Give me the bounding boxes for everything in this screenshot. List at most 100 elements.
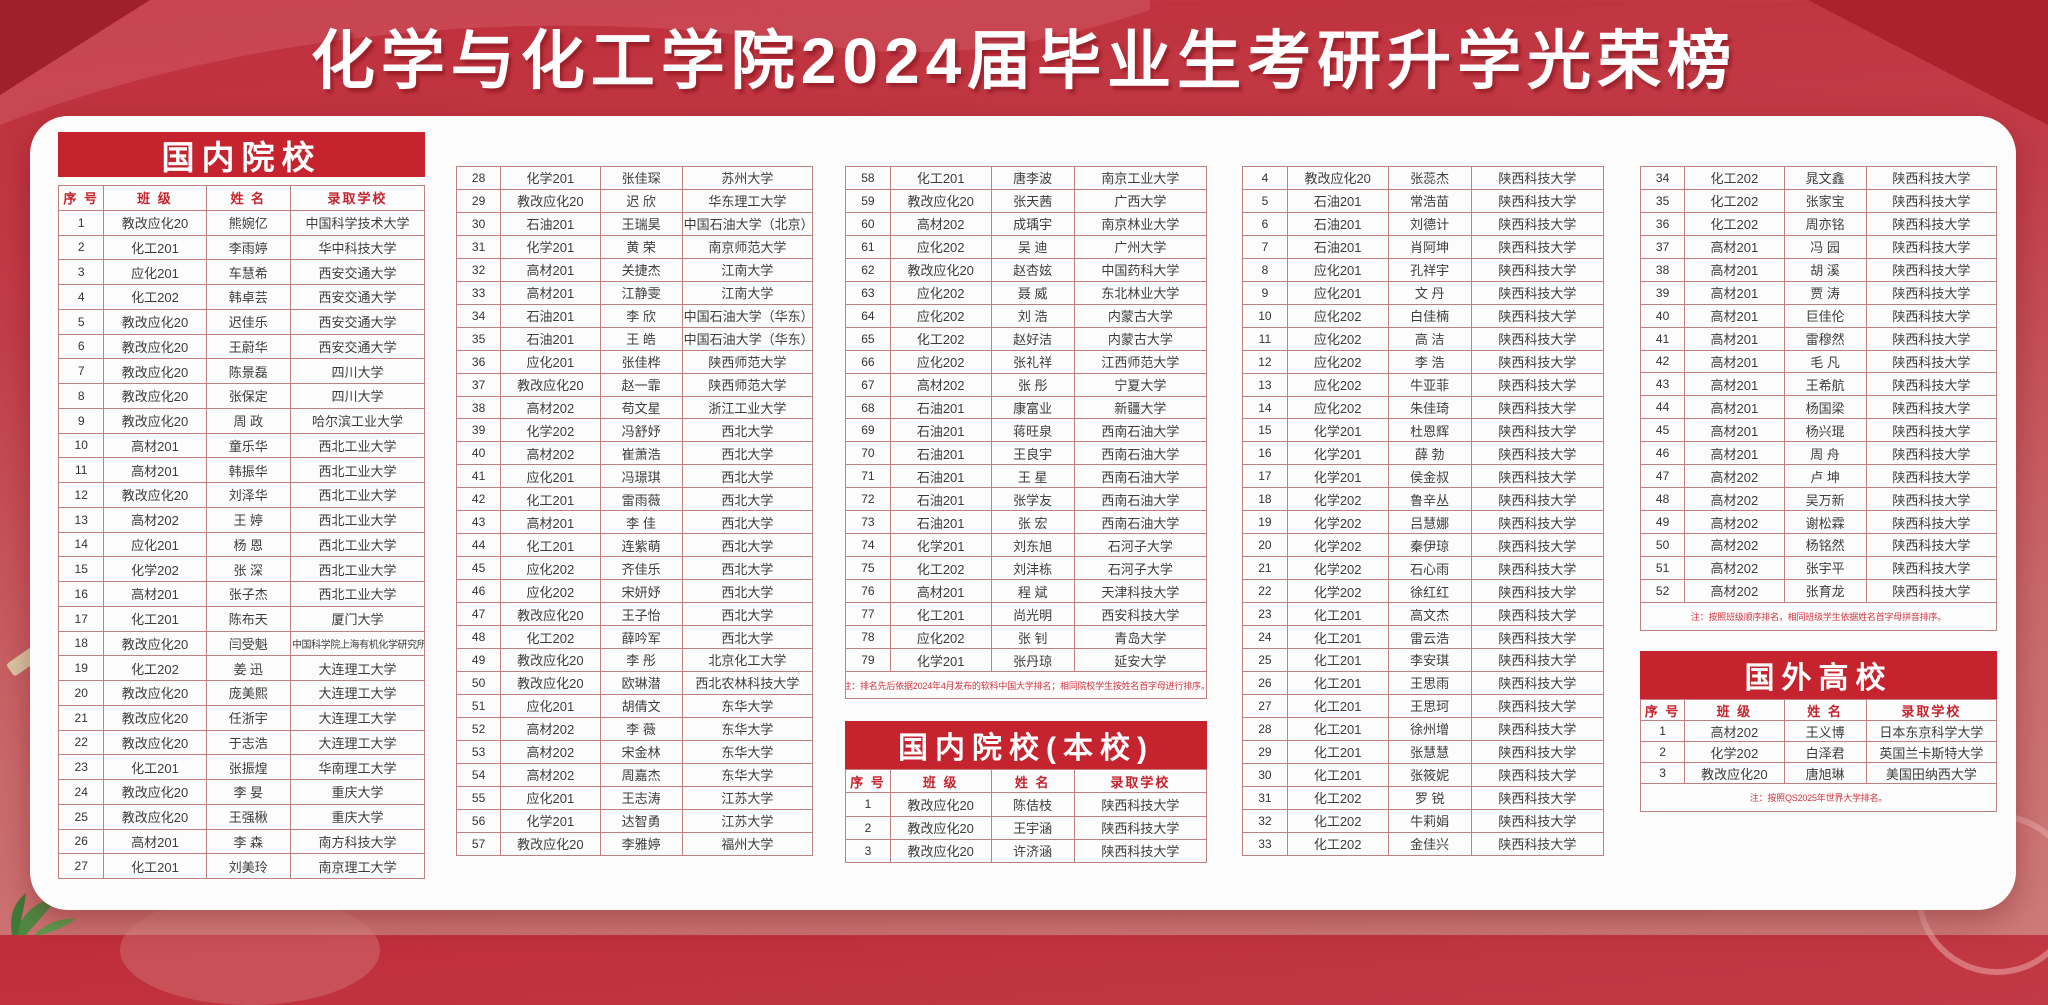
cell-no: 46	[1639, 441, 1686, 466]
cell-school: 陕西科技大学	[1865, 280, 1998, 305]
cell-name: 李 妟	[205, 779, 291, 805]
cell-no: 7	[1242, 234, 1288, 259]
cell-school: 江苏大学	[681, 785, 814, 810]
table-row: 31 化工202 罗 锐陕西科技大学	[1242, 785, 1605, 810]
column-header: 班 级	[889, 768, 992, 794]
table-row: 44 化工201 连紫萌 西北大学	[455, 533, 814, 558]
table-row: 3 应化201 车慧希 西安交通大学	[57, 259, 426, 285]
cell-class: 应化202	[1286, 303, 1389, 328]
cell-class: 教改应化20	[103, 407, 207, 434]
cell-class: 应化202	[1286, 326, 1389, 351]
cell-name: 任浙宇	[205, 704, 291, 731]
table-row: 53 高材202 宋金林 东华大学	[455, 739, 814, 764]
cell-school: 石河子大学	[1073, 556, 1208, 581]
domestic-table-part-3: 58 化工201 唐李波 南京工业大学 59 教改应化20 张天茜 广西大学 60 高材202 成瑀…	[845, 166, 1208, 672]
cell-no: 61	[845, 234, 891, 259]
cell-no: 50	[455, 670, 502, 695]
cell-no: 29	[455, 188, 502, 213]
cell-name: 车慧希	[205, 259, 291, 285]
cell-name: 李 浩	[1387, 349, 1472, 374]
cell-class: 化学201	[500, 808, 601, 833]
cell-no: 73	[845, 510, 891, 535]
cell-name: 肖阿坤	[1387, 234, 1472, 259]
cell-school: 西北工业大学	[289, 531, 426, 558]
cell-school: 陕西科技大学	[1470, 762, 1605, 787]
cell-name: 张宇平	[1783, 555, 1867, 580]
cell-school: 华南理工大学	[289, 754, 426, 780]
cell-no: 7	[57, 358, 105, 384]
cell-no: 26	[57, 828, 105, 855]
cell-school: 南京林业大学	[1073, 211, 1208, 236]
cell-name: 冯 园	[1783, 234, 1867, 259]
cell-name: 宋妍妤	[599, 579, 683, 604]
cell-class: 应化202	[889, 234, 992, 259]
cell-school: 陕西科技大学	[1865, 510, 1998, 534]
cell-class: 高材201	[103, 828, 207, 855]
cell-school: 石河子大学	[1073, 533, 1208, 558]
table-row: 26 高材201 李 森南方科技大学	[57, 828, 426, 855]
leaf-decoration	[11, 893, 76, 935]
cell-class: 教改应化20	[103, 779, 207, 805]
cell-no: 27	[57, 853, 105, 879]
cell-school: 西安交通大学	[289, 333, 426, 360]
cell-school: 西南石油大学	[1073, 510, 1208, 535]
cell-no: 34	[1639, 166, 1686, 190]
cell-name: 杨国梁	[1783, 395, 1867, 420]
cell-name: 朱佳琦	[1387, 395, 1472, 420]
cell-no: 16	[57, 581, 105, 607]
cell-name: 程 斌	[990, 579, 1075, 604]
cell-class: 应化201	[500, 785, 601, 810]
column-header: 序 号	[57, 185, 105, 211]
table-row: 14 应化201 杨 恩西北工业大学	[57, 531, 426, 558]
cell-name: 韩卓芸	[205, 284, 291, 310]
cell-school: 陕西科技大学	[1865, 326, 1998, 351]
cell-name: 晁文鑫	[1783, 166, 1867, 190]
cell-no: 75	[845, 556, 891, 581]
cell-class: 化工201	[500, 533, 601, 558]
cell-no: 47	[1639, 464, 1686, 489]
cell-name: 许济涵	[990, 838, 1075, 864]
cell-school: 陕西科技大学	[1865, 257, 1998, 282]
table-row: 25 化工201 李安琪 陕西科技大学	[1242, 648, 1605, 672]
cell-class: 应化201	[1286, 280, 1389, 305]
cell-no: 60	[845, 211, 891, 236]
cell-class: 应化202	[500, 579, 601, 604]
table-row: 19 化学202 吕慧娜 陕西科技大学	[1242, 510, 1605, 535]
cell-name: 欧琳潜	[599, 670, 683, 695]
cell-class: 石油201	[1286, 188, 1389, 213]
cell-no: 13	[57, 506, 105, 533]
cell-class: 化工201	[103, 853, 207, 879]
cell-name: 王良宇	[990, 441, 1075, 466]
table-row: 26 化工201 王思雨 陕西科技大学	[1242, 670, 1605, 695]
cell-no: 57	[455, 831, 502, 857]
cell-class: 高材202	[889, 211, 992, 236]
cell-name: 王义博	[1783, 720, 1867, 742]
cell-school: 陕西科技大学	[1470, 326, 1605, 351]
cell-name: 王希航	[1783, 372, 1867, 397]
table-row: 1 高材202 王义博 日本东京科学大学	[1639, 720, 1998, 742]
local-table-part-3: 34 化工202 晁文鑫 陕西科技大学 35 化工202 张家宝 陕西科技大学 36 化工202 周…	[1639, 166, 1998, 604]
cell-school: 南京理工大学	[289, 853, 426, 879]
table-row: 21 教改应化20 任浙宇 大连理工大学	[57, 704, 426, 731]
table-row: 50 教改应化20 欧琳潜 西北农林科技大学	[455, 670, 814, 695]
table-row: 32 化工202 牛莉娟 陕西科技大学	[1242, 808, 1605, 833]
table-row: 2 化工201 李雨婷 华中科技大学	[57, 234, 426, 261]
cell-school: 陕西科技大学	[1470, 716, 1605, 741]
table-row: 19 化工202 姜 迅大连理工大学	[57, 655, 426, 681]
cell-school: 西北工业大学	[289, 556, 426, 582]
cell-class: 应化201	[103, 259, 207, 285]
table-row: 29 教改应化20 迟 欣华东理工大学	[455, 188, 814, 213]
cell-class: 高材201	[1684, 257, 1785, 282]
column-2: 28 化学201 张佳琛 苏州大学 29 教改应化20 迟 欣华东理工大学 30 石油201 王瑞…	[455, 166, 814, 857]
cell-no: 42	[1639, 349, 1686, 374]
cell-name: 王思雨	[1387, 670, 1472, 695]
cell-school: 陕西师范大学	[681, 372, 814, 397]
cell-no: 76	[845, 579, 891, 604]
cell-name: 张家宝	[1783, 188, 1867, 213]
table-row: 33 高材201 江静雯 江南大学	[455, 280, 814, 305]
table-row: 78 应化202 张 钊青岛大学	[845, 625, 1208, 650]
cell-school: 西北大学	[681, 464, 814, 489]
table-row: 9 教改应化20 周 政哈尔滨工业大学	[57, 407, 426, 434]
domestic-table-part-2: 28 化学201 张佳琛 苏州大学 29 教改应化20 迟 欣华东理工大学 30 石油201 王瑞…	[455, 166, 814, 857]
table-row: 66 应化202 张礼祥 江西师范大学	[845, 349, 1208, 374]
